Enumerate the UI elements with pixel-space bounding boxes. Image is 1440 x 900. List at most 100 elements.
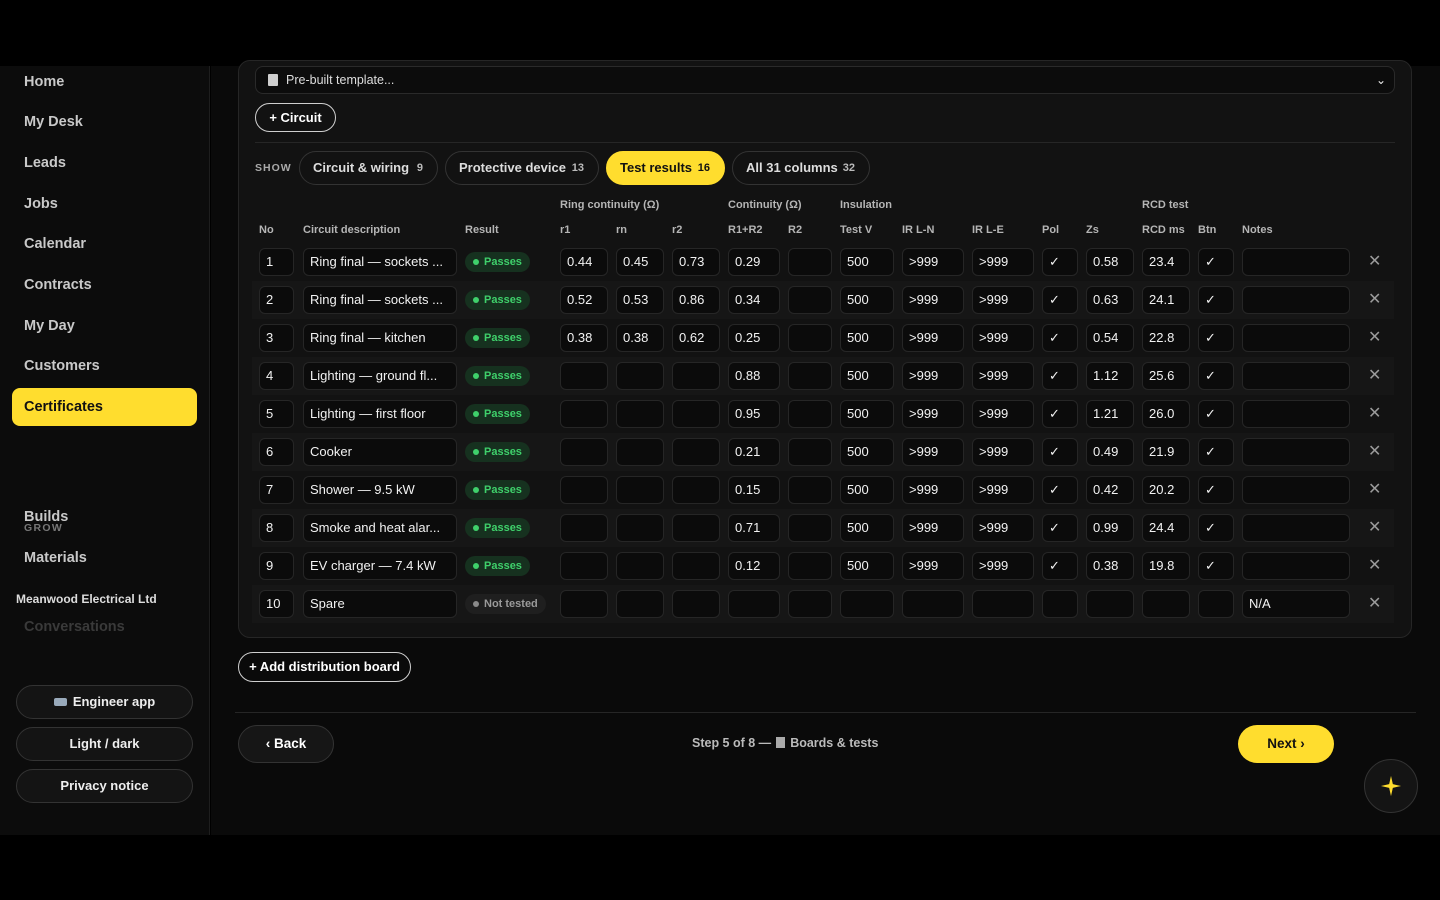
cell-r2[interactable] [672,514,720,542]
cell-notes[interactable] [1242,552,1350,580]
cell-zs[interactable]: 0.49 [1086,438,1134,466]
cell-btn[interactable]: ✓ [1198,438,1234,466]
cell-no[interactable]: 9 [259,552,294,580]
cell-r2[interactable] [788,324,832,352]
cell-rn[interactable]: 0.53 [616,286,664,314]
cell-btn[interactable]: ✓ [1198,286,1234,314]
privacy-notice-button[interactable]: Privacy notice [16,769,193,803]
cell-zs[interactable]: 1.12 [1086,362,1134,390]
cell-desc[interactable]: Shower — 9.5 kW [303,476,457,504]
cell-r1r2[interactable]: 0.21 [728,438,780,466]
cell-no[interactable]: 2 [259,286,294,314]
cell-r1r2[interactable]: 0.12 [728,552,780,580]
remove-row-close-icon[interactable]: ✕ [1368,443,1382,460]
cell-zs[interactable]: 1.21 [1086,400,1134,428]
cell-btn[interactable]: ✓ [1198,514,1234,542]
cell-r1[interactable] [560,514,608,542]
cell-btn[interactable]: ✓ [1198,400,1234,428]
cell-zs[interactable]: 0.58 [1086,248,1134,276]
cell-r2[interactable] [788,476,832,504]
sidebar-item-my-day[interactable]: My Day [24,318,75,334]
filter-chip-all-columns[interactable]: All 31 columns 32 [732,151,870,185]
sidebar-item-conversations[interactable]: Conversations [24,619,125,635]
cell-pol[interactable]: ✓ [1042,400,1078,428]
sidebar-item-calendar[interactable]: Calendar [24,236,87,252]
cell-r2[interactable]: 0.86 [672,286,720,314]
cell-zs[interactable]: 0.99 [1086,514,1134,542]
cell-r2[interactable]: 0.73 [672,248,720,276]
cell-rcd[interactable]: 23.4 [1142,248,1190,276]
cell-zs[interactable]: 0.38 [1086,552,1134,580]
cell-no[interactable]: 5 [259,400,294,428]
cell-irln[interactable]: >999 [902,286,964,314]
cell-testv[interactable]: 500 [840,552,894,580]
cell-irln[interactable]: >999 [902,324,964,352]
cell-pol[interactable] [1042,590,1078,618]
cell-r1[interactable]: 0.44 [560,248,608,276]
cell-testv[interactable]: 500 [840,248,894,276]
cell-desc[interactable]: Cooker [303,438,457,466]
cell-rn[interactable]: 0.45 [616,248,664,276]
cell-irle[interactable]: >999 [972,514,1034,542]
engineer-app-button[interactable]: Engineer app [16,685,193,719]
cell-r2[interactable] [672,400,720,428]
cell-rcd[interactable]: 20.2 [1142,476,1190,504]
sidebar-item-customers[interactable]: Customers [24,358,100,374]
remove-row-close-icon[interactable]: ✕ [1368,253,1382,270]
cell-notes[interactable] [1242,286,1350,314]
cell-rcd[interactable]: 22.8 [1142,324,1190,352]
cell-notes[interactable] [1242,248,1350,276]
cell-notes[interactable] [1242,476,1350,504]
cell-irle[interactable]: >999 [972,438,1034,466]
cell-zs[interactable]: 0.63 [1086,286,1134,314]
cell-irle[interactable]: >999 [972,286,1034,314]
cell-notes[interactable] [1242,514,1350,542]
remove-row-close-icon[interactable]: ✕ [1368,405,1382,422]
cell-irle[interactable]: >999 [972,324,1034,352]
cell-pol[interactable]: ✓ [1042,438,1078,466]
cell-rn[interactable] [616,438,664,466]
cell-r1r2[interactable]: 0.34 [728,286,780,314]
cell-r2[interactable]: 0.62 [672,324,720,352]
remove-row-close-icon[interactable]: ✕ [1368,329,1382,346]
cell-r2[interactable] [788,362,832,390]
remove-row-close-icon[interactable]: ✕ [1368,519,1382,536]
cell-rn[interactable] [616,362,664,390]
cell-notes[interactable] [1242,362,1350,390]
cell-btn[interactable]: ✓ [1198,552,1234,580]
cell-irln[interactable]: >999 [902,552,964,580]
cell-r1r2[interactable]: 0.29 [728,248,780,276]
cell-pol[interactable]: ✓ [1042,514,1078,542]
remove-row-close-icon[interactable]: ✕ [1368,481,1382,498]
cell-irle[interactable]: >999 [972,248,1034,276]
cell-r2[interactable] [672,476,720,504]
cell-testv[interactable]: 500 [840,438,894,466]
template-select[interactable]: Pre-built template... ⌄ [255,66,1395,94]
cell-no[interactable]: 1 [259,248,294,276]
cell-desc[interactable]: Ring final — sockets ... [303,286,457,314]
cell-rcd[interactable]: 26.0 [1142,400,1190,428]
cell-notes[interactable] [1242,324,1350,352]
sidebar-item-contracts[interactable]: Contracts [24,277,92,293]
cell-r2[interactable] [672,590,720,618]
cell-notes[interactable] [1242,400,1350,428]
cell-irln[interactable]: >999 [902,514,964,542]
cell-r2[interactable] [788,514,832,542]
cell-pol[interactable]: ✓ [1042,476,1078,504]
back-button[interactable]: ‹ Back [238,725,334,763]
cell-zs[interactable]: 0.54 [1086,324,1134,352]
cell-irln[interactable]: >999 [902,400,964,428]
cell-r2[interactable] [672,362,720,390]
cell-rcd[interactable] [1142,590,1190,618]
sidebar-item-materials[interactable]: Materials [24,550,87,566]
cell-btn[interactable]: ✓ [1198,324,1234,352]
cell-irln[interactable]: >999 [902,248,964,276]
cell-r2[interactable] [788,438,832,466]
cell-r1[interactable] [560,476,608,504]
cell-pol[interactable]: ✓ [1042,286,1078,314]
cell-pol[interactable]: ✓ [1042,362,1078,390]
filter-chip-circuit-wiring[interactable]: Circuit & wiring 9 [299,151,438,185]
add-distribution-board-button[interactable]: + Add distribution board [238,652,411,682]
cell-no[interactable]: 4 [259,362,294,390]
cell-r2[interactable] [672,438,720,466]
